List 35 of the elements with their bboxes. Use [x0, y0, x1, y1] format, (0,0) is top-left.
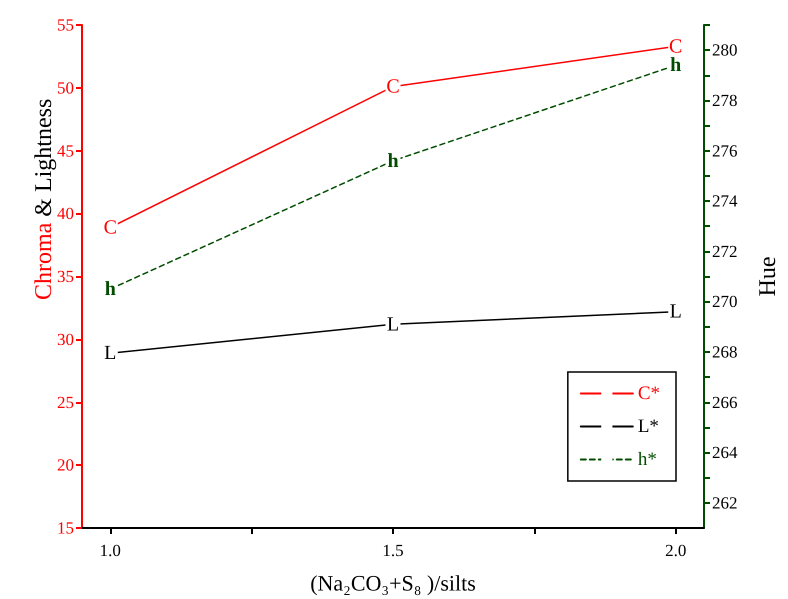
y-tick-label: 55: [57, 16, 74, 34]
y2-tick-label: 278: [712, 90, 738, 110]
y-tick-label: 15: [57, 518, 74, 538]
y2-tick-label: 262: [712, 493, 738, 512]
y-tick-label: 25: [57, 392, 74, 412]
x-axis-title: (Na₂CO₃+S₈ )/silts: [310, 570, 476, 596]
annotation: h: [104, 278, 116, 300]
x-tick-label: 2.0: [665, 541, 686, 560]
y-tick-label: 20: [57, 456, 74, 475]
legend-label: C*: [638, 383, 660, 404]
y-tick-label: 50: [57, 78, 74, 98]
y2-tick-label: 276: [712, 141, 738, 160]
y-tick-label: 35: [57, 267, 74, 286]
y2-tick-label: 268: [712, 342, 738, 362]
y2-tick-label: 270: [712, 292, 738, 312]
text: L: [670, 300, 682, 323]
y-axis-title: Chroma & Lightness: [31, 98, 57, 300]
y2-tick-label: 280: [712, 40, 738, 60]
y2-tick-label: 266: [712, 392, 738, 412]
y-tick-label: 40: [57, 204, 74, 224]
y2-tick-label: 272: [712, 242, 738, 261]
x-tick-label: 1.0: [100, 541, 121, 560]
y2-tick-label: 274: [712, 192, 738, 211]
legend-label: L*: [638, 416, 659, 437]
x-tick-label: 1.5: [382, 541, 404, 560]
y-tick-label: 30: [57, 330, 74, 349]
annotation: C: [104, 216, 117, 238]
y2-tick-label: 264: [712, 443, 738, 462]
text: C: [386, 76, 400, 98]
text: L: [386, 313, 400, 336]
legend-label: h*: [638, 449, 657, 470]
text: h: [387, 150, 399, 172]
annotation: L: [104, 342, 116, 364]
y-tick-label: 45: [57, 141, 74, 160]
y2-axis-title: Hue: [755, 256, 781, 296]
